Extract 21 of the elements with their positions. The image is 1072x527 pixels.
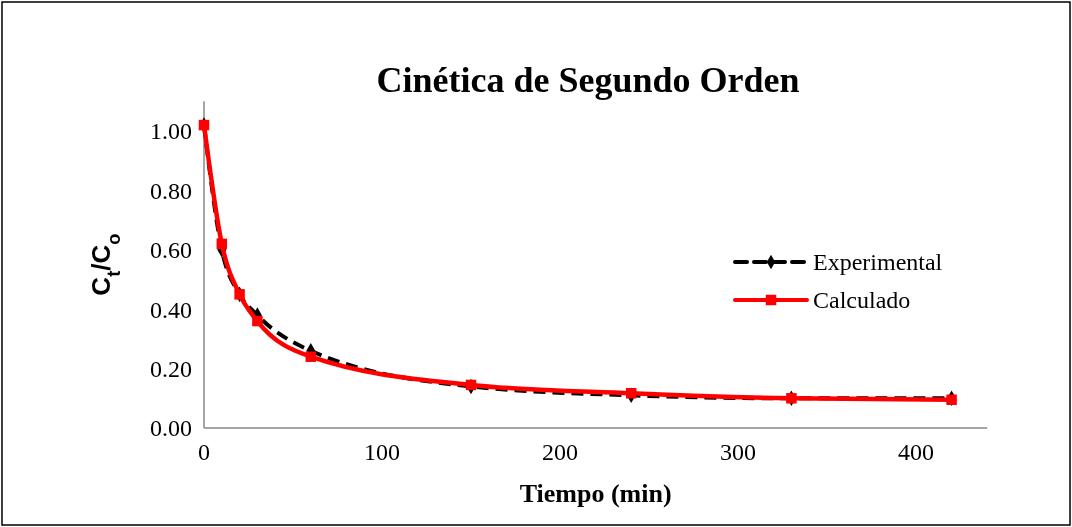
chart-title: Cinética de Segundo Orden [376, 60, 800, 100]
y-tick-label: 0.80 [150, 177, 192, 204]
point [465, 379, 477, 391]
x-axis-title: Tiempo (min) [519, 479, 672, 508]
y-tick-label: 0.00 [150, 415, 192, 442]
y-tick-label: 0.60 [150, 237, 192, 264]
y-tick-label: 1.00 [150, 118, 192, 145]
point [216, 238, 228, 250]
point [625, 388, 637, 399]
y-tick-label: 0.20 [150, 356, 192, 382]
point [305, 351, 317, 362]
point [946, 394, 957, 406]
x-tick-label: 100 [364, 439, 400, 465]
legend-label: Calculado [813, 287, 911, 314]
x-tick-label: 300 [720, 439, 756, 465]
x-tick-label: 200 [542, 439, 578, 465]
x-tick-label: 0 [198, 439, 210, 465]
y-tick-label: 0.40 [150, 296, 192, 323]
point [252, 315, 263, 327]
x-tick-label: 400 [898, 439, 934, 465]
legend-label: Experimental [813, 249, 943, 276]
